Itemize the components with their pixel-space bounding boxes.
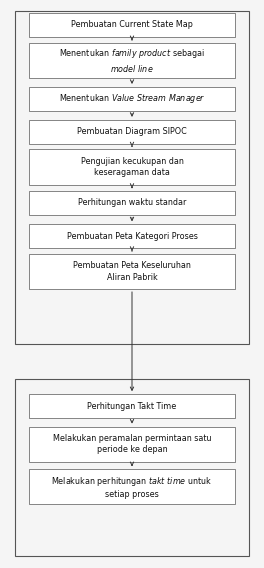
Text: Melakukan perhitungan $\it{takt\ time}$ untuk
setiap proses: Melakukan perhitungan $\it{takt\ time}$ … <box>51 475 213 499</box>
FancyBboxPatch shape <box>29 13 235 37</box>
Text: Menentukan $\it{family\ product}$ sebagai
$\it{model\ line}$: Menentukan $\it{family\ product}$ sebaga… <box>59 47 205 74</box>
FancyBboxPatch shape <box>29 191 235 215</box>
Bar <box>15 11 249 344</box>
Text: Pembuatan Peta Keseluruhan
Aliran Pabrik: Pembuatan Peta Keseluruhan Aliran Pabrik <box>73 261 191 282</box>
Text: Pembuatan Peta Kategori Proses: Pembuatan Peta Kategori Proses <box>67 232 197 241</box>
FancyBboxPatch shape <box>29 394 235 418</box>
Text: Melakukan peramalan permintaan satu
periode ke depan: Melakukan peramalan permintaan satu peri… <box>53 434 211 454</box>
FancyBboxPatch shape <box>29 43 235 78</box>
FancyBboxPatch shape <box>29 149 235 185</box>
FancyBboxPatch shape <box>29 87 235 111</box>
Text: Perhitungan waktu standar: Perhitungan waktu standar <box>78 198 186 207</box>
Text: Menentukan $\it{Value\ Stream\ Manager}$: Menentukan $\it{Value\ Stream\ Manager}$ <box>59 93 205 105</box>
Bar <box>15 379 249 556</box>
FancyBboxPatch shape <box>29 224 235 248</box>
Text: Pengujian kecukupan dan
keseragaman data: Pengujian kecukupan dan keseragaman data <box>81 157 183 177</box>
FancyBboxPatch shape <box>29 120 235 144</box>
FancyBboxPatch shape <box>29 427 235 462</box>
Text: Pembuatan Diagram SIPOC: Pembuatan Diagram SIPOC <box>77 127 187 136</box>
FancyBboxPatch shape <box>29 254 235 289</box>
FancyBboxPatch shape <box>29 469 235 504</box>
Text: Pembuatan Current State Map: Pembuatan Current State Map <box>71 20 193 30</box>
Text: Perhitungan Takt Time: Perhitungan Takt Time <box>87 402 177 411</box>
